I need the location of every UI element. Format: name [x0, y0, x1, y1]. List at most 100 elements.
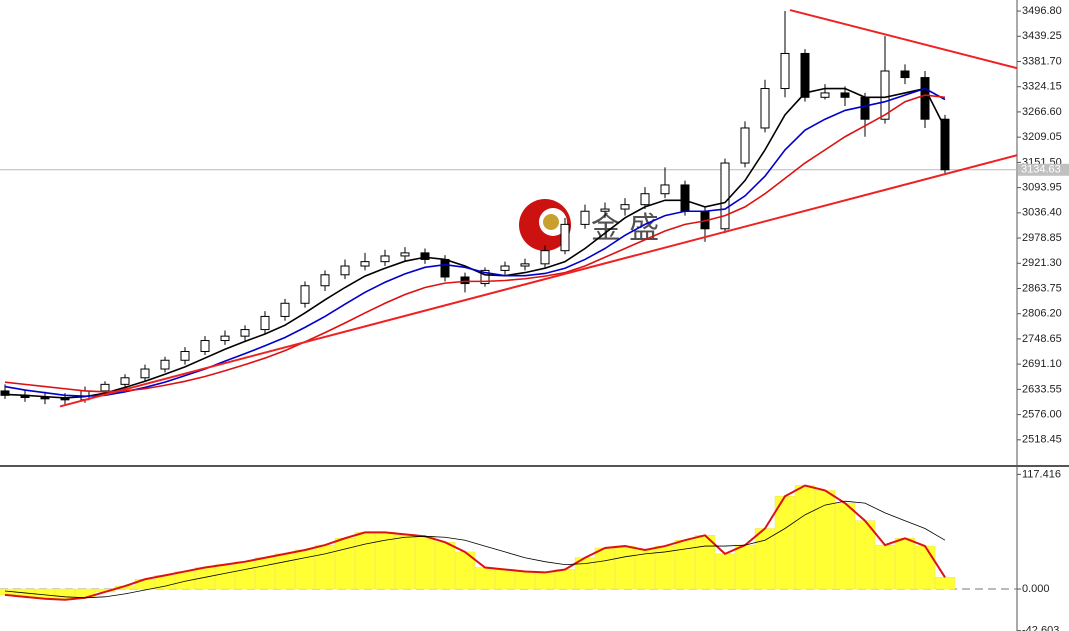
histogram-bar: [634, 549, 656, 590]
y-tick-label: 2691.10: [1022, 358, 1062, 370]
candle-body: [740, 127, 750, 164]
signal-line: [4, 500, 946, 599]
trendline: [59, 154, 1018, 408]
histogram-bar: [434, 541, 456, 590]
y-tick-label: 3439.25: [1022, 30, 1062, 42]
y-tick-label: 2863.75: [1022, 282, 1062, 294]
histogram-bar: [254, 557, 276, 590]
moving-average: [4, 87, 946, 397]
candle-body: [460, 276, 470, 285]
y-tick-label: -42.603: [1022, 625, 1059, 631]
y-tick-label: 3036.40: [1022, 207, 1062, 219]
last-price-box: [1018, 163, 1069, 176]
candle-body: [120, 377, 130, 385]
candle-body: [540, 250, 550, 265]
candle-body: [520, 263, 530, 267]
y-tick-label: 117.416: [1022, 468, 1061, 480]
histogram-bar: [874, 544, 896, 590]
candle-body: [760, 88, 770, 129]
candle-body: [880, 70, 890, 120]
candle-body: [440, 258, 450, 278]
candle-body: [100, 383, 110, 392]
candle-body: [300, 285, 310, 304]
histogram-bar: [914, 545, 936, 590]
candle-body: [640, 193, 650, 206]
histogram-bar: [554, 569, 576, 590]
candle-body: [160, 359, 170, 370]
watermark-logo: [519, 199, 571, 251]
price-panel: 3496.80 3439.25 3381.70 3324.15 3266.60 3209.…: [0, 5, 1069, 446]
histogram-bar: [694, 535, 716, 590]
y-tick-label: 2633.55: [1022, 383, 1062, 395]
candle-body: [480, 269, 490, 285]
candle-body: [340, 265, 350, 276]
y-tick-label: 3496.80: [1022, 5, 1062, 17]
histogram-bar: [674, 539, 696, 590]
y-tick-label: 2978.85: [1022, 232, 1062, 244]
histogram-bar: [934, 577, 956, 590]
logo-dot: [543, 214, 559, 230]
histogram-bar: [774, 496, 796, 590]
histogram-bar: [494, 569, 516, 590]
candle-body: [560, 223, 570, 252]
histogram-bar: [474, 567, 496, 590]
trendline: [789, 9, 1018, 70]
histogram-bar: [214, 564, 236, 590]
histogram-bar: [354, 532, 376, 590]
y-tick-label: 2806.20: [1022, 308, 1062, 320]
candle-body: [60, 398, 70, 401]
y-tick-label: 3381.70: [1022, 55, 1062, 67]
histogram-bar: [234, 561, 256, 590]
y-tick-label: 3093.95: [1022, 182, 1062, 194]
histogram-bar: [834, 502, 856, 590]
candle-body: [280, 302, 290, 317]
candle-body: [840, 92, 850, 98]
last-price-label: 3134.63: [1021, 164, 1061, 176]
histogram-bar: [894, 538, 916, 590]
histogram-bar: [394, 534, 416, 590]
candle-body: [720, 162, 730, 230]
candle-body: [620, 204, 630, 210]
candle-body: [600, 208, 610, 212]
y-tick-label: 2921.30: [1022, 257, 1062, 269]
candle-body: [260, 315, 270, 331]
candle-body: [180, 350, 190, 361]
candle-body: [380, 255, 390, 263]
y-tick-label: 2518.45: [1022, 434, 1062, 446]
histogram-bar: [854, 520, 876, 590]
candle-body: [200, 340, 210, 352]
candle-body: [800, 52, 810, 98]
candle-body: [500, 265, 510, 271]
histogram-bar: [534, 572, 556, 590]
histogram-bar: [294, 549, 316, 590]
candle-body: [420, 252, 430, 260]
y-tick-label: 3324.15: [1022, 81, 1062, 93]
candle-body: [920, 77, 930, 120]
watermark-text: 金 盛: [591, 212, 659, 245]
histogram-bar: [794, 485, 816, 590]
candle-body: [220, 335, 230, 342]
moving-average: [4, 94, 946, 393]
y-tick-label: 0.000: [1022, 583, 1050, 595]
candle-body: [900, 70, 910, 79]
y-tick-label: 2576.00: [1022, 409, 1062, 421]
candle-body: [240, 329, 250, 337]
candle-body: [580, 210, 590, 225]
y-tick-label: 3266.60: [1022, 106, 1062, 118]
y-tick-label: 3209.05: [1022, 131, 1062, 143]
candle-body: [40, 397, 50, 400]
candle-body: [780, 52, 790, 90]
candle-body: [360, 261, 370, 267]
candle-body: [940, 118, 950, 171]
histogram-bar: [734, 544, 756, 590]
candle-body: [140, 368, 150, 379]
histogram-bar: [714, 553, 736, 590]
y-tick-label: 2748.65: [1022, 333, 1062, 345]
candle-body: [0, 390, 10, 396]
candle-body: [660, 184, 670, 195]
candle-body: [320, 274, 330, 287]
candle-body: [680, 184, 690, 212]
histogram-bar: [614, 545, 636, 590]
